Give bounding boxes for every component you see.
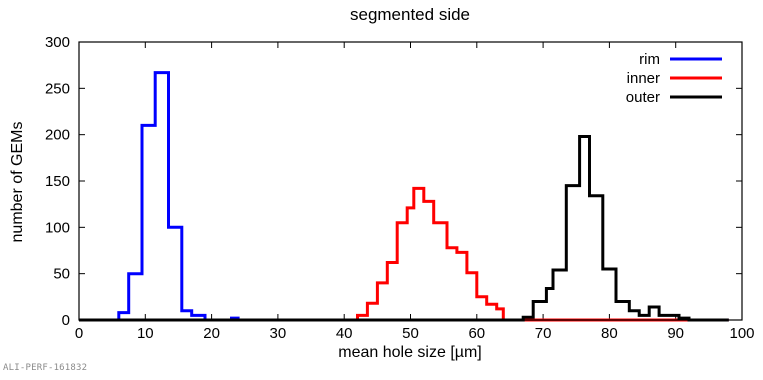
y-tick-label: 100 [45, 219, 70, 236]
legend-label-inner: inner [627, 70, 660, 87]
series-group [79, 71, 729, 322]
x-tick-label: 60 [468, 325, 485, 342]
figure-id-watermark: ALI-PERF-161832 [3, 363, 88, 373]
series-line-inner [79, 186, 729, 322]
series-line-rim [79, 71, 729, 322]
legend-label-outer: outer [626, 89, 660, 106]
x-tick-label: 0 [75, 325, 83, 342]
y-tick-label: 200 [45, 127, 70, 144]
x-tick-label: 90 [667, 325, 684, 342]
y-tick-label: 300 [45, 34, 70, 51]
x-tick-label: 20 [203, 325, 220, 342]
legend-label-rim: rim [639, 51, 660, 68]
x-tick-label: 100 [729, 325, 754, 342]
chart-title: segmented side [350, 5, 470, 24]
axis-ticks: 0 10 20 30 40 50 60 70 80 90 100 0 50 100 150 200 250 300 [45, 34, 755, 342]
x-axis-label: mean hole size [µm] [338, 344, 482, 361]
y-axis-label: number of GEMs [9, 122, 26, 243]
x-tick-label: 30 [270, 325, 287, 342]
y-tick-label: 50 [53, 266, 70, 283]
x-tick-label: 80 [601, 325, 618, 342]
legend: rim inner outer [626, 51, 722, 106]
x-tick-label: 50 [402, 325, 419, 342]
x-tick-label: 10 [137, 325, 154, 342]
x-tick-label: 70 [535, 325, 552, 342]
y-tick-label: 150 [45, 173, 70, 190]
y-tick-label: 0 [62, 312, 70, 329]
plot-frame [78, 41, 743, 321]
series-line-outer [79, 135, 729, 322]
x-tick-label: 40 [336, 325, 353, 342]
y-tick-label: 250 [45, 80, 70, 97]
